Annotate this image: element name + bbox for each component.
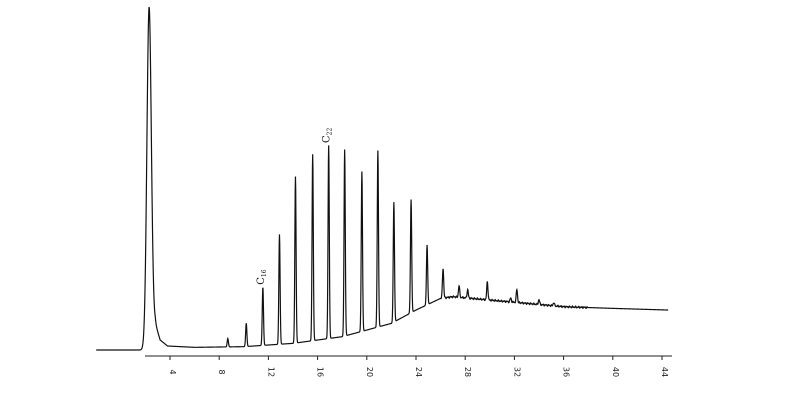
x-tick-label: 12 bbox=[266, 367, 275, 377]
x-tick-label: 44 bbox=[660, 367, 669, 377]
chromatogram-trace bbox=[96, 6, 669, 351]
peak-labels: C16 C22 bbox=[255, 128, 333, 285]
x-tick-label: 24 bbox=[414, 367, 423, 377]
x-tick-label: 28 bbox=[463, 367, 472, 377]
x-tick-label: 16 bbox=[316, 367, 325, 377]
x-tick-label: 4 bbox=[168, 369, 177, 374]
x-tick-label: 20 bbox=[365, 367, 374, 377]
x-tick-label: 40 bbox=[611, 367, 620, 377]
x-axis-ticks: 4 8 12 16 20 24 28 32 36 40 44 bbox=[168, 356, 669, 377]
x-tick-label: 32 bbox=[512, 367, 521, 377]
x-tick-label: 36 bbox=[562, 367, 571, 377]
peak-label: C16 bbox=[255, 269, 267, 284]
x-tick-label: 8 bbox=[217, 369, 226, 374]
peak-label: C22 bbox=[321, 128, 333, 143]
